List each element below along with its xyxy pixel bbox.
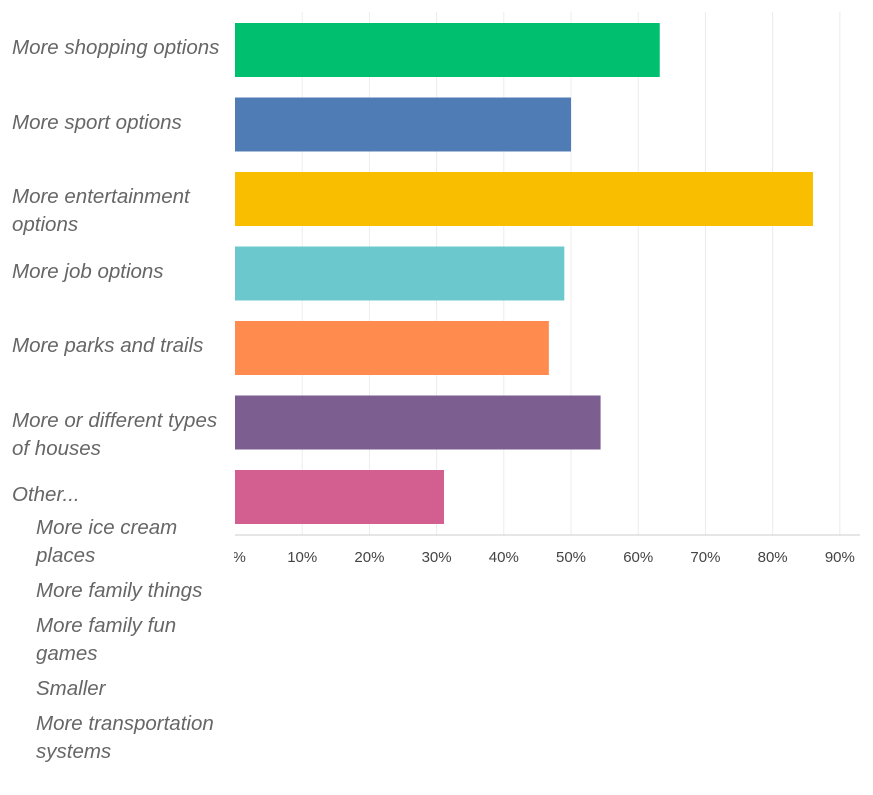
other-response: More family fun games	[36, 614, 177, 665]
category-label: More sport options	[12, 110, 182, 134]
category-label: More or different types of houses	[12, 408, 218, 460]
other-response: More transportation systems	[36, 712, 214, 763]
bar	[235, 172, 813, 226]
x-tick-label: 0%	[224, 549, 246, 566]
x-tick-label: 30%	[422, 549, 452, 566]
bar	[235, 246, 565, 301]
bar	[235, 470, 445, 524]
x-tick-label: 10%	[287, 549, 317, 566]
other-responses: More ice cream places More family things M…	[36, 514, 228, 773]
x-tick-label: 80%	[758, 549, 788, 566]
category-label: More parks and trails	[12, 334, 204, 357]
x-tick-label: 60%	[623, 549, 653, 566]
bar	[235, 23, 660, 77]
category-label: More entertainment options	[12, 185, 190, 236]
category-label: Other...	[12, 483, 80, 506]
category-label: More shopping options	[12, 36, 220, 59]
other-response: Smaller	[36, 677, 106, 700]
other-response: More family things	[36, 579, 203, 602]
bar	[235, 321, 549, 375]
x-tick-label: 20%	[354, 549, 384, 566]
x-tick-label: 40%	[489, 549, 519, 566]
x-tick-label: 70%	[690, 549, 720, 566]
bar	[235, 395, 601, 450]
x-tick-label: 90%	[825, 549, 855, 566]
category-label: More job options	[12, 259, 164, 283]
x-tick-label: 50%	[556, 549, 586, 566]
other-response: More ice cream places	[36, 516, 178, 567]
bar	[235, 97, 572, 152]
